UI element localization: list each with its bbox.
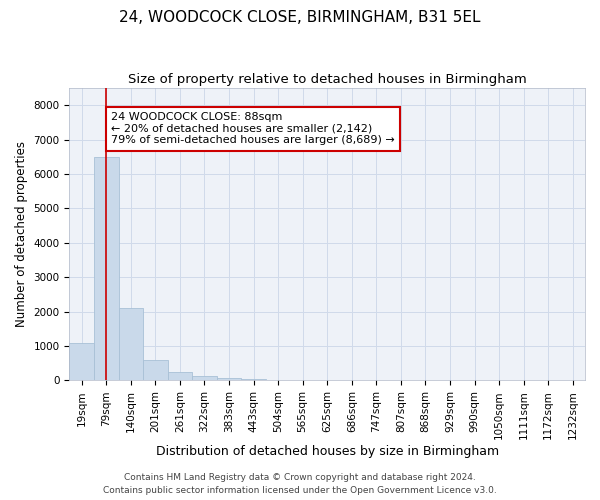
Bar: [143, 360, 167, 380]
Bar: [241, 379, 266, 380]
Bar: [192, 376, 217, 380]
Bar: [167, 372, 192, 380]
Text: Contains HM Land Registry data © Crown copyright and database right 2024.
Contai: Contains HM Land Registry data © Crown c…: [103, 474, 497, 495]
Title: Size of property relative to detached houses in Birmingham: Size of property relative to detached ho…: [128, 72, 527, 86]
Bar: [217, 378, 241, 380]
X-axis label: Distribution of detached houses by size in Birmingham: Distribution of detached houses by size …: [155, 444, 499, 458]
Text: 24, WOODCOCK CLOSE, BIRMINGHAM, B31 5EL: 24, WOODCOCK CLOSE, BIRMINGHAM, B31 5EL: [119, 10, 481, 25]
Bar: [70, 342, 94, 380]
Bar: [94, 157, 119, 380]
Bar: [119, 308, 143, 380]
Y-axis label: Number of detached properties: Number of detached properties: [15, 142, 28, 328]
Text: 24 WOODCOCK CLOSE: 88sqm
← 20% of detached houses are smaller (2,142)
79% of sem: 24 WOODCOCK CLOSE: 88sqm ← 20% of detach…: [111, 112, 395, 146]
